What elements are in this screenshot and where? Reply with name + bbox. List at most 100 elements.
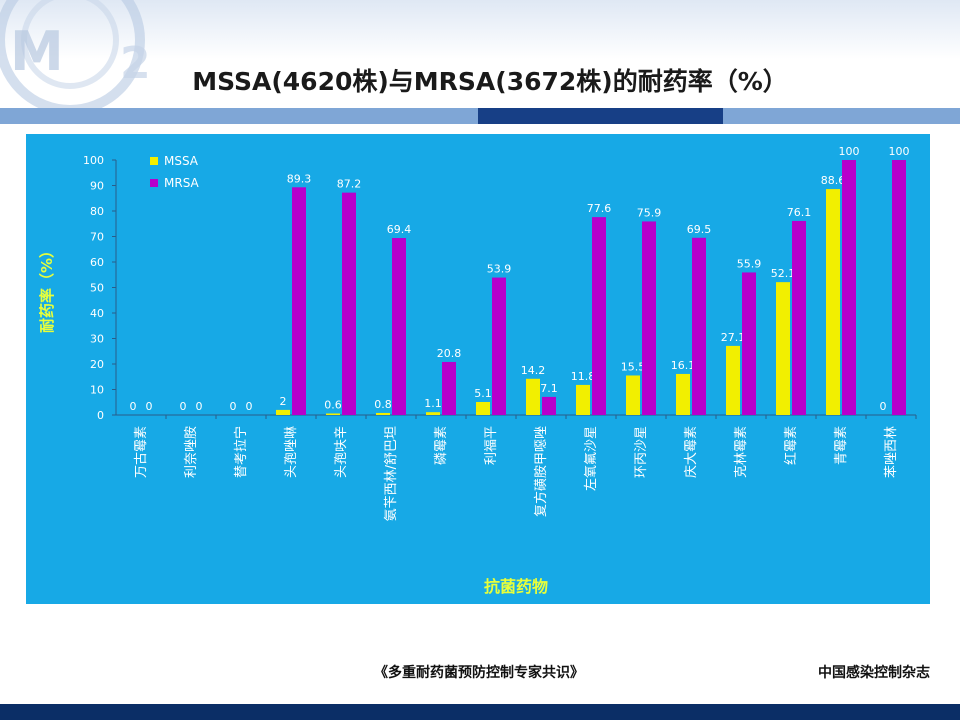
y-tick-label: 50 [90,282,104,295]
x-category-label: 替考拉宁 [233,426,249,478]
x-category-label: 红霉素 [783,426,799,465]
x-axis-title: 抗菌药物 [484,577,548,596]
mrsa-bar [892,160,906,415]
x-category-label: 万古霉素 [134,426,149,478]
mrsa-bar [642,221,656,415]
mrsa-value-label: 0 [146,400,153,413]
header-logo-watermark: M 2 [0,0,151,108]
legend-label-mssa: MSSA [164,154,199,168]
mrsa-value-label: 53.9 [487,263,512,276]
mssa-value-label: 11.8 [571,370,596,383]
mssa-bar [376,412,390,415]
mrsa-bar [842,160,856,415]
mssa-value-label: 27.1 [721,331,746,344]
mssa-value-label: 0 [130,400,137,413]
slide-title: MSSA(4620株)与MRSA(3672株)的耐药率（%） [192,67,788,96]
mrsa-value-label: 7.1 [540,382,558,395]
mrsa-value-label: 75.9 [637,206,662,219]
mssa-bar [576,384,590,415]
x-category-label: 复方磺胺甲噁唑 [533,426,549,517]
x-category-label: 左氧氟沙星 [584,426,599,491]
chart-panel: 0 10 20 30 40 50 60 70 80 90 100 耐药率（%） 抗菌药物 0 0 万古霉素 0 0… [26,134,930,604]
y-tick-label: 0 [97,409,104,422]
stripe-segment-2 [230,108,478,124]
mrsa-value-label: 77.6 [587,202,612,215]
mssa-value-label: 0 [880,400,887,413]
y-tick-label: 70 [90,231,104,244]
footer-journal-name: 中国感染控制杂志 [818,665,930,681]
mssa-value-label: 0 [180,400,187,413]
stripe-segment-4 [723,108,960,124]
svg-text:M: M [10,20,64,83]
mssa-value-label: 1.1 [424,397,442,410]
mssa-value-label: 0 [230,400,237,413]
legend-label-mrsa: MRSA [164,176,200,190]
mssa-value-label: 52.1 [771,267,796,280]
mrsa-bar [742,272,756,415]
mssa-bar [526,378,540,415]
x-category-label: 利奈唑胺 [183,426,199,478]
mssa-value-label: 88.6 [821,174,846,187]
mrsa-value-label: 69.4 [387,223,412,236]
y-tick-label: 20 [90,358,104,371]
mssa-value-label: 15.5 [621,360,646,373]
mrsa-bar [792,220,806,415]
mrsa-bar [392,238,406,415]
mssa-value-label: 2 [280,395,287,408]
mssa-bar [626,375,640,415]
mssa-value-label: 16.1 [671,359,696,372]
mssa-bar [426,412,440,415]
y-tick-label: 80 [90,205,104,218]
mssa-bar [776,282,790,415]
bottom-bar [0,704,960,720]
mssa-bar [826,189,840,415]
y-tick-label: 40 [90,307,104,320]
x-category-label: 庆大霉素 [684,426,699,478]
mrsa-value-label: 100 [889,145,910,158]
legend-swatch-mrsa [150,179,158,187]
mssa-value-label: 5.1 [474,387,492,400]
svg-text:2: 2 [120,38,151,89]
mssa-value-label: 0.6 [324,398,342,411]
mrsa-bar [342,192,356,415]
x-category-label: 头孢唑啉 [283,426,299,478]
x-category-label: 利福平 [484,426,499,465]
footer-source-citation: 《多重耐药菌预防控制专家共识》 [374,665,584,681]
mrsa-value-label: 55.9 [737,257,762,270]
y-tick-label: 30 [90,333,104,346]
stripe-segment-3 [478,108,723,124]
y-axis-title: 耐药率（%） [38,243,56,333]
x-category-label: 氨苄西林/舒巴坦 [384,426,399,521]
mssa-value-label: 14.2 [521,364,546,377]
mssa-bar [676,373,690,415]
x-category-label: 青霉素 [834,426,849,465]
mrsa-bar [592,217,606,415]
mrsa-bar [442,361,456,415]
x-category-label: 磷霉素 [434,426,449,465]
mrsa-value-label: 100 [839,145,860,158]
header-stripe [0,108,960,124]
y-tick-label: 90 [90,180,104,193]
y-tick-label: 60 [90,256,104,269]
mrsa-bar [492,277,506,415]
x-category-label: 苯唑西林 [883,426,899,478]
x-category-label: 克林霉素 [734,426,749,478]
mrsa-value-label: 69.5 [687,223,712,236]
header-background [0,0,960,108]
legend-swatch-mssa [150,157,158,165]
mssa-bar [276,409,290,415]
y-tick-label: 10 [90,384,104,397]
mrsa-value-label: 20.8 [437,347,462,360]
x-category-label: 环丙沙星 [634,426,649,478]
mssa-bar [476,401,490,415]
stripe-segment-1 [0,108,230,124]
y-tick-label: 100 [83,154,104,167]
x-category-label: 头孢呋辛 [334,426,349,478]
mrsa-value-label: 0 [196,400,203,413]
mssa-bar [326,413,340,415]
mrsa-value-label: 87.2 [337,178,362,191]
mrsa-value-label: 76.1 [787,206,812,219]
mrsa-bar [692,237,706,415]
mrsa-bar [542,396,556,415]
